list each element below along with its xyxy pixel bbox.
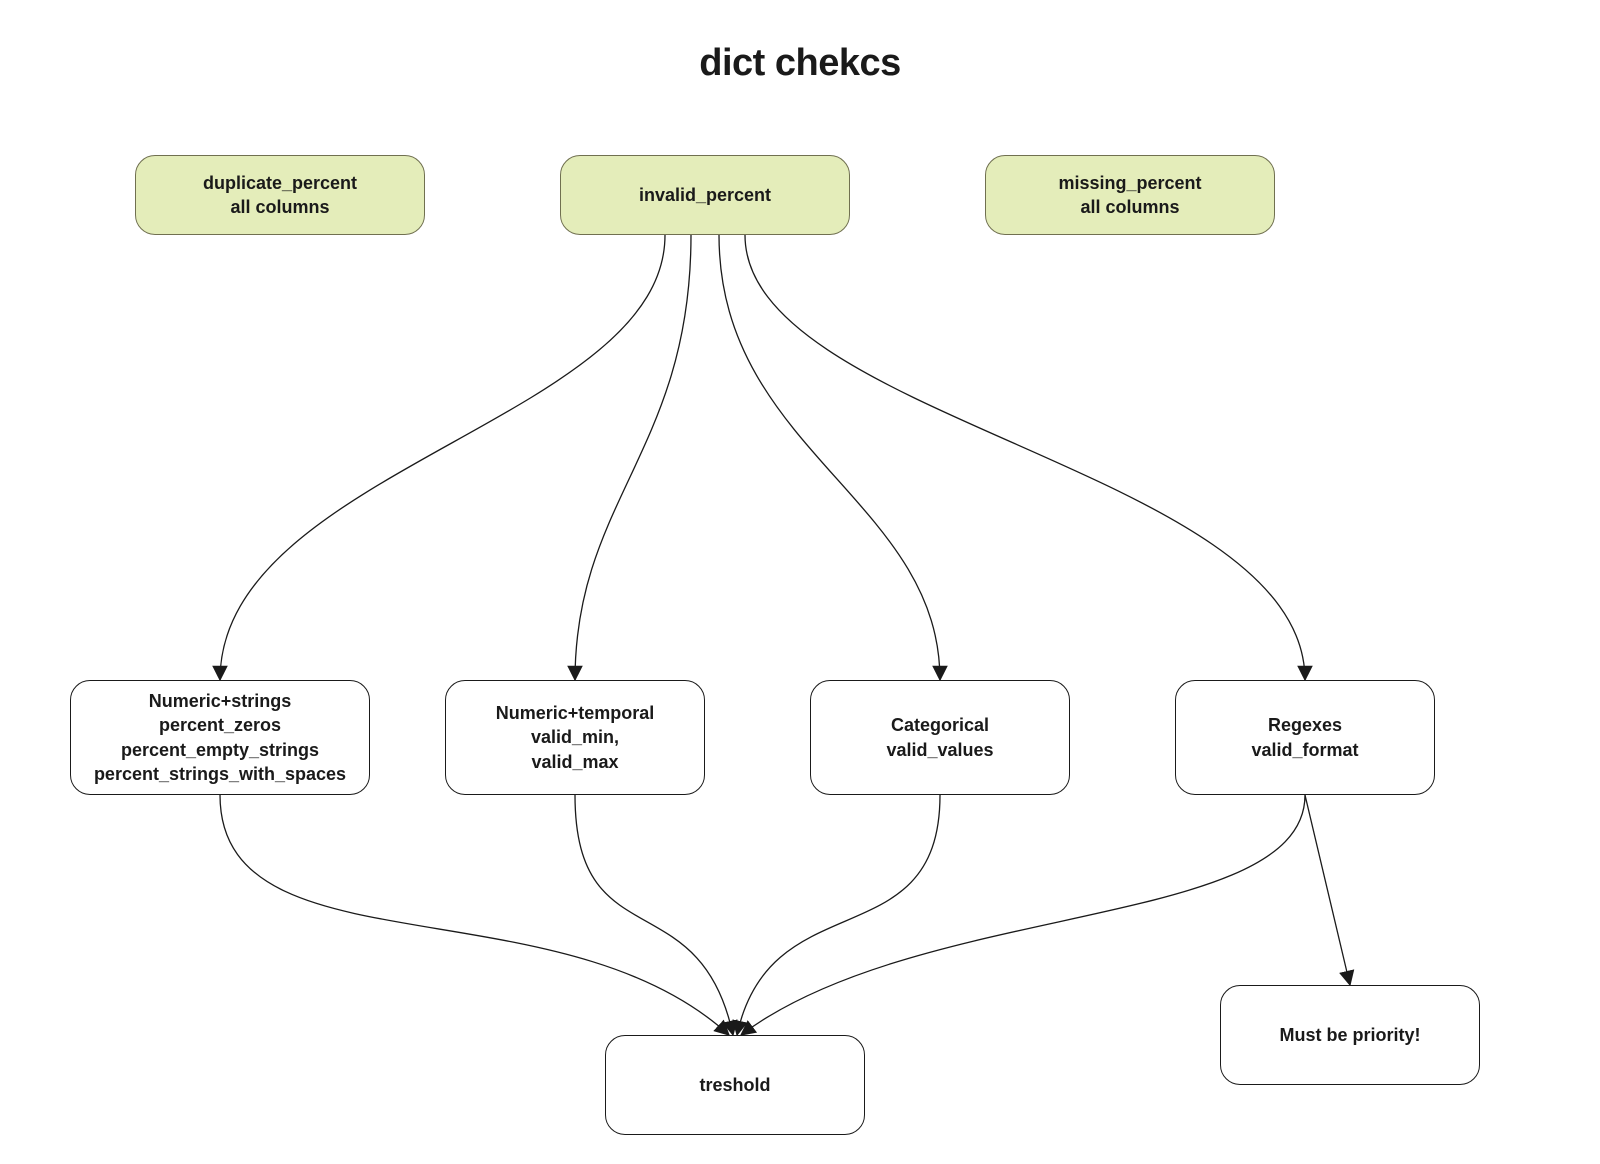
node-missing-line: missing_percent bbox=[1058, 171, 1201, 195]
edge-regex-to-priority bbox=[1305, 795, 1350, 985]
node-dup: duplicate_percentall columns bbox=[135, 155, 425, 235]
diagram-title: dict chekcs bbox=[0, 42, 1600, 85]
node-missing-line: all columns bbox=[1080, 195, 1179, 219]
node-missing: missing_percentall columns bbox=[985, 155, 1275, 235]
node-numstr-line: Numeric+strings bbox=[149, 689, 292, 713]
node-priority: Must be priority! bbox=[1220, 985, 1480, 1085]
edge-numstr-to-treshold bbox=[220, 795, 729, 1035]
edge-invalid-to-numtemp bbox=[575, 235, 691, 680]
node-treshold: treshold bbox=[605, 1035, 865, 1135]
node-dup-line: duplicate_percent bbox=[203, 171, 357, 195]
edge-invalid-to-regex bbox=[745, 235, 1305, 680]
node-numstr: Numeric+stringspercent_zerospercent_empt… bbox=[70, 680, 370, 795]
edge-invalid-to-numstr bbox=[220, 235, 665, 680]
node-regex-line: valid_format bbox=[1251, 738, 1358, 762]
edge-numtemp-to-treshold bbox=[575, 795, 733, 1035]
node-numtemp-line: Numeric+temporal bbox=[496, 701, 655, 725]
node-numstr-line: percent_zeros bbox=[159, 713, 281, 737]
node-numtemp-line: valid_max bbox=[531, 750, 618, 774]
node-dup-line: all columns bbox=[230, 195, 329, 219]
node-categ: Categoricalvalid_values bbox=[810, 680, 1070, 795]
node-numtemp-line: valid_min, bbox=[531, 725, 619, 749]
node-numtemp: Numeric+temporalvalid_min,valid_max bbox=[445, 680, 705, 795]
node-categ-line: Categorical bbox=[891, 713, 989, 737]
node-numstr-line: percent_empty_strings bbox=[121, 738, 319, 762]
node-treshold-line: treshold bbox=[699, 1073, 770, 1097]
node-numstr-line: percent_strings_with_spaces bbox=[94, 762, 346, 786]
node-categ-line: valid_values bbox=[886, 738, 993, 762]
node-invalid: invalid_percent bbox=[560, 155, 850, 235]
node-regex: Regexesvalid_format bbox=[1175, 680, 1435, 795]
edge-categ-to-treshold bbox=[737, 795, 940, 1035]
node-regex-line: Regexes bbox=[1268, 713, 1342, 737]
edge-invalid-to-categ bbox=[719, 235, 940, 680]
node-priority-line: Must be priority! bbox=[1279, 1023, 1420, 1047]
node-invalid-line: invalid_percent bbox=[639, 183, 771, 207]
